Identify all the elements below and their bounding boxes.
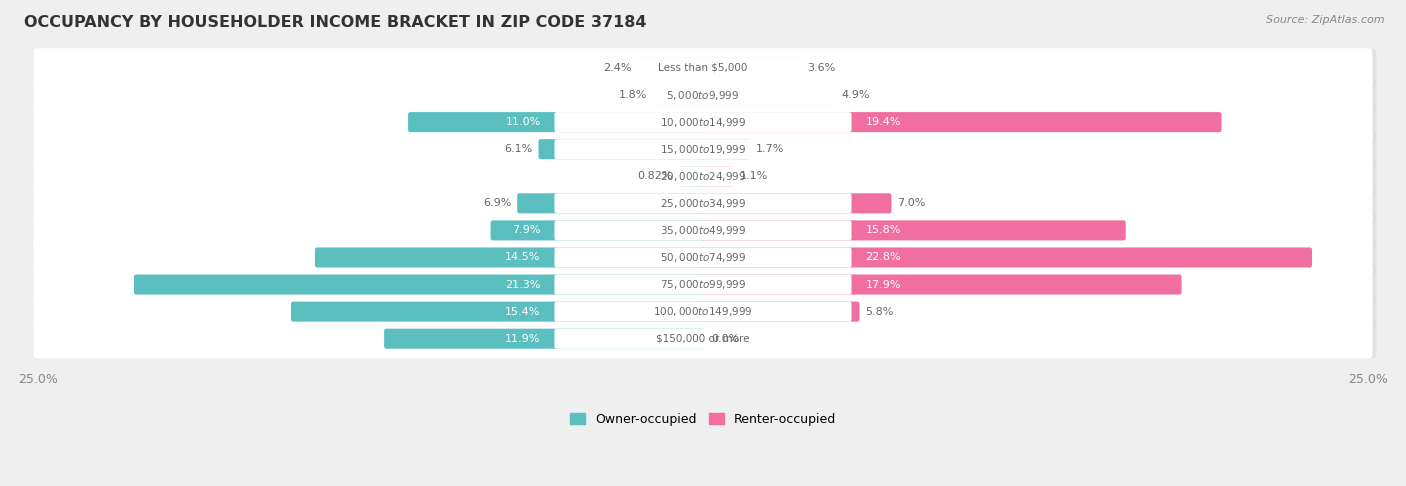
Text: $25,000 to $34,999: $25,000 to $34,999 xyxy=(659,197,747,210)
FancyBboxPatch shape xyxy=(554,166,852,186)
FancyBboxPatch shape xyxy=(554,85,852,105)
FancyBboxPatch shape xyxy=(554,193,852,213)
Text: 19.4%: 19.4% xyxy=(865,117,901,127)
Text: $10,000 to $14,999: $10,000 to $14,999 xyxy=(659,116,747,129)
Text: $75,000 to $99,999: $75,000 to $99,999 xyxy=(659,278,747,291)
FancyBboxPatch shape xyxy=(38,320,1376,358)
FancyBboxPatch shape xyxy=(554,58,852,78)
Text: 14.5%: 14.5% xyxy=(505,252,541,262)
Text: 7.0%: 7.0% xyxy=(897,198,925,208)
Text: 17.9%: 17.9% xyxy=(865,279,901,290)
FancyBboxPatch shape xyxy=(34,48,1372,88)
FancyBboxPatch shape xyxy=(38,104,1376,141)
Text: 21.3%: 21.3% xyxy=(505,279,541,290)
Text: Less than $5,000: Less than $5,000 xyxy=(658,63,748,73)
Text: 7.9%: 7.9% xyxy=(512,226,541,235)
Text: 11.0%: 11.0% xyxy=(505,117,541,127)
FancyBboxPatch shape xyxy=(700,112,1222,132)
Text: 1.7%: 1.7% xyxy=(756,144,785,154)
Text: 3.6%: 3.6% xyxy=(807,63,835,73)
FancyBboxPatch shape xyxy=(652,85,706,105)
FancyBboxPatch shape xyxy=(38,185,1376,223)
FancyBboxPatch shape xyxy=(554,329,852,349)
FancyBboxPatch shape xyxy=(34,210,1372,250)
Text: $50,000 to $74,999: $50,000 to $74,999 xyxy=(659,251,747,264)
Text: 22.8%: 22.8% xyxy=(865,252,901,262)
FancyBboxPatch shape xyxy=(134,275,706,295)
Text: $5,000 to $9,999: $5,000 to $9,999 xyxy=(666,88,740,102)
Text: 15.4%: 15.4% xyxy=(505,307,541,316)
FancyBboxPatch shape xyxy=(34,75,1372,115)
Text: 6.9%: 6.9% xyxy=(484,198,512,208)
FancyBboxPatch shape xyxy=(679,166,706,186)
Text: OCCUPANCY BY HOUSEHOLDER INCOME BRACKET IN ZIP CODE 37184: OCCUPANCY BY HOUSEHOLDER INCOME BRACKET … xyxy=(24,15,647,30)
FancyBboxPatch shape xyxy=(700,275,1181,295)
FancyBboxPatch shape xyxy=(700,220,1126,241)
FancyBboxPatch shape xyxy=(637,58,706,78)
FancyBboxPatch shape xyxy=(538,139,706,159)
FancyBboxPatch shape xyxy=(34,292,1372,331)
Text: 0.82%: 0.82% xyxy=(638,171,673,181)
FancyBboxPatch shape xyxy=(517,193,706,213)
FancyBboxPatch shape xyxy=(38,293,1376,331)
FancyBboxPatch shape xyxy=(700,139,751,159)
FancyBboxPatch shape xyxy=(34,238,1372,277)
FancyBboxPatch shape xyxy=(38,158,1376,196)
FancyBboxPatch shape xyxy=(554,220,852,241)
Text: 1.1%: 1.1% xyxy=(741,171,769,181)
FancyBboxPatch shape xyxy=(34,184,1372,223)
FancyBboxPatch shape xyxy=(38,76,1376,115)
FancyBboxPatch shape xyxy=(554,247,852,267)
FancyBboxPatch shape xyxy=(38,239,1376,277)
FancyBboxPatch shape xyxy=(34,103,1372,142)
FancyBboxPatch shape xyxy=(34,156,1372,196)
FancyBboxPatch shape xyxy=(408,112,706,132)
FancyBboxPatch shape xyxy=(34,265,1372,304)
Text: $100,000 to $149,999: $100,000 to $149,999 xyxy=(654,305,752,318)
Text: Source: ZipAtlas.com: Source: ZipAtlas.com xyxy=(1267,15,1385,25)
Text: 5.8%: 5.8% xyxy=(865,307,894,316)
Text: $20,000 to $24,999: $20,000 to $24,999 xyxy=(659,170,747,183)
Text: 15.8%: 15.8% xyxy=(865,226,901,235)
Text: 1.8%: 1.8% xyxy=(619,90,647,100)
FancyBboxPatch shape xyxy=(700,302,859,322)
FancyBboxPatch shape xyxy=(554,139,852,159)
FancyBboxPatch shape xyxy=(384,329,706,349)
FancyBboxPatch shape xyxy=(700,193,891,213)
FancyBboxPatch shape xyxy=(38,131,1376,169)
FancyBboxPatch shape xyxy=(700,58,801,78)
FancyBboxPatch shape xyxy=(554,112,852,132)
FancyBboxPatch shape xyxy=(491,220,706,241)
FancyBboxPatch shape xyxy=(38,212,1376,250)
Text: $15,000 to $19,999: $15,000 to $19,999 xyxy=(659,143,747,156)
FancyBboxPatch shape xyxy=(315,247,706,267)
FancyBboxPatch shape xyxy=(34,129,1372,169)
Text: $35,000 to $49,999: $35,000 to $49,999 xyxy=(659,224,747,237)
Legend: Owner-occupied, Renter-occupied: Owner-occupied, Renter-occupied xyxy=(565,408,841,431)
FancyBboxPatch shape xyxy=(38,266,1376,304)
FancyBboxPatch shape xyxy=(700,247,1312,267)
FancyBboxPatch shape xyxy=(554,302,852,322)
FancyBboxPatch shape xyxy=(700,85,835,105)
Text: 11.9%: 11.9% xyxy=(505,334,541,344)
FancyBboxPatch shape xyxy=(38,50,1376,87)
Text: $150,000 or more: $150,000 or more xyxy=(657,334,749,344)
FancyBboxPatch shape xyxy=(554,275,852,295)
Text: 2.4%: 2.4% xyxy=(603,63,631,73)
FancyBboxPatch shape xyxy=(291,302,706,322)
FancyBboxPatch shape xyxy=(700,166,734,186)
Text: 4.9%: 4.9% xyxy=(841,90,870,100)
FancyBboxPatch shape xyxy=(34,319,1372,359)
Text: 0.0%: 0.0% xyxy=(711,334,740,344)
Text: 6.1%: 6.1% xyxy=(505,144,533,154)
